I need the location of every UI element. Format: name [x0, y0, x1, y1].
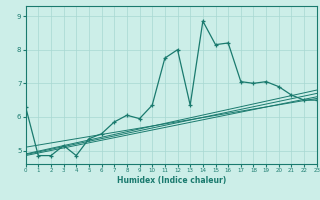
X-axis label: Humidex (Indice chaleur): Humidex (Indice chaleur)	[116, 176, 226, 185]
